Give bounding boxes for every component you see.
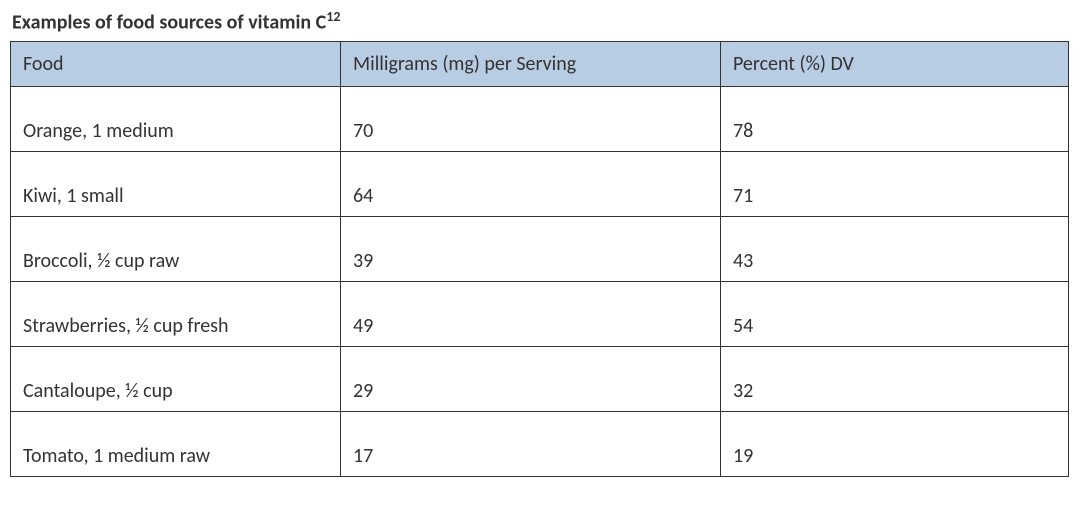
title-superscript: 12 [326, 8, 340, 25]
cell-dv: 19 [721, 411, 1069, 476]
table-row: Broccoli, ½ cup raw 39 43 [11, 216, 1069, 281]
cell-dv: 32 [721, 346, 1069, 411]
col-header-dv: Percent (%) DV [721, 41, 1069, 86]
cell-mg: 49 [341, 281, 721, 346]
cell-mg: 17 [341, 411, 721, 476]
table-row: Orange, 1 medium 70 78 [11, 86, 1069, 151]
cell-dv: 43 [721, 216, 1069, 281]
table-row: Tomato, 1 medium raw 17 19 [11, 411, 1069, 476]
cell-dv: 78 [721, 86, 1069, 151]
cell-dv: 71 [721, 151, 1069, 216]
col-header-food: Food [11, 41, 341, 86]
cell-food: Strawberries, ½ cup fresh [11, 281, 341, 346]
cell-food: Tomato, 1 medium raw [11, 411, 341, 476]
table-title: Examples of food sources of vitamin C12 [10, 8, 1070, 35]
table-row: Strawberries, ½ cup fresh 49 54 [11, 281, 1069, 346]
cell-food: Orange, 1 medium [11, 86, 341, 151]
cell-food: Kiwi, 1 small [11, 151, 341, 216]
cell-food: Broccoli, ½ cup raw [11, 216, 341, 281]
cell-mg: 70 [341, 86, 721, 151]
table-header-row: Food Milligrams (mg) per Serving Percent… [11, 41, 1069, 86]
cell-mg: 29 [341, 346, 721, 411]
cell-dv: 54 [721, 281, 1069, 346]
cell-mg: 64 [341, 151, 721, 216]
cell-food: Cantaloupe, ½ cup [11, 346, 341, 411]
cell-mg: 39 [341, 216, 721, 281]
title-text: Examples of food sources of vitamin C [12, 11, 326, 35]
col-header-mg: Milligrams (mg) per Serving [341, 41, 721, 86]
vitamin-c-table: Food Milligrams (mg) per Serving Percent… [10, 41, 1069, 477]
table-row: Cantaloupe, ½ cup 29 32 [11, 346, 1069, 411]
table-row: Kiwi, 1 small 64 71 [11, 151, 1069, 216]
